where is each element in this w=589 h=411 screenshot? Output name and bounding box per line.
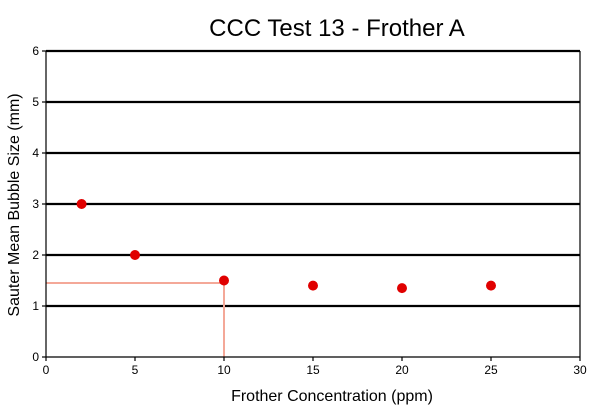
x-tick-label-10: 10 bbox=[217, 363, 231, 377]
chart-title: CCC Test 13 - Frother A bbox=[209, 15, 465, 42]
data-point-15 bbox=[307, 280, 318, 291]
y-tick-labels: 0 1 2 3 4 5 6 bbox=[32, 44, 39, 364]
x-tick-label-30: 30 bbox=[573, 363, 587, 377]
y-axis-label: Sauter Mean Bubble Size (mm) bbox=[6, 93, 23, 316]
data-point-2 bbox=[76, 198, 87, 209]
ccc-guide-lines bbox=[46, 282, 225, 357]
plot-frame bbox=[42, 50, 581, 361]
y-tick-label-1: 1 bbox=[32, 299, 39, 313]
y-tick-label-0: 0 bbox=[32, 350, 39, 364]
gridlines bbox=[46, 49, 580, 308]
data-points bbox=[76, 198, 496, 294]
y-tick-label-2: 2 bbox=[32, 248, 39, 262]
y-tick-label-4: 4 bbox=[32, 146, 39, 160]
y-tick-label-6: 6 bbox=[32, 44, 39, 58]
x-axis-label: Frother Concentration (ppm) bbox=[231, 388, 433, 405]
x-tick-label-5: 5 bbox=[132, 363, 139, 377]
y-tick-label-3: 3 bbox=[32, 197, 39, 211]
y-tick-label-5: 5 bbox=[32, 95, 39, 109]
x-tick-label-15: 15 bbox=[306, 363, 320, 377]
x-tick-label-25: 25 bbox=[484, 363, 498, 377]
x-tick-labels: 0 5 10 15 20 25 30 bbox=[43, 363, 587, 377]
x-tick-label-20: 20 bbox=[395, 363, 409, 377]
data-point-5 bbox=[129, 249, 140, 260]
data-point-25 bbox=[485, 280, 496, 291]
data-point-10 bbox=[218, 275, 229, 286]
x-tick-label-0: 0 bbox=[43, 363, 50, 377]
data-point-20 bbox=[396, 283, 407, 294]
